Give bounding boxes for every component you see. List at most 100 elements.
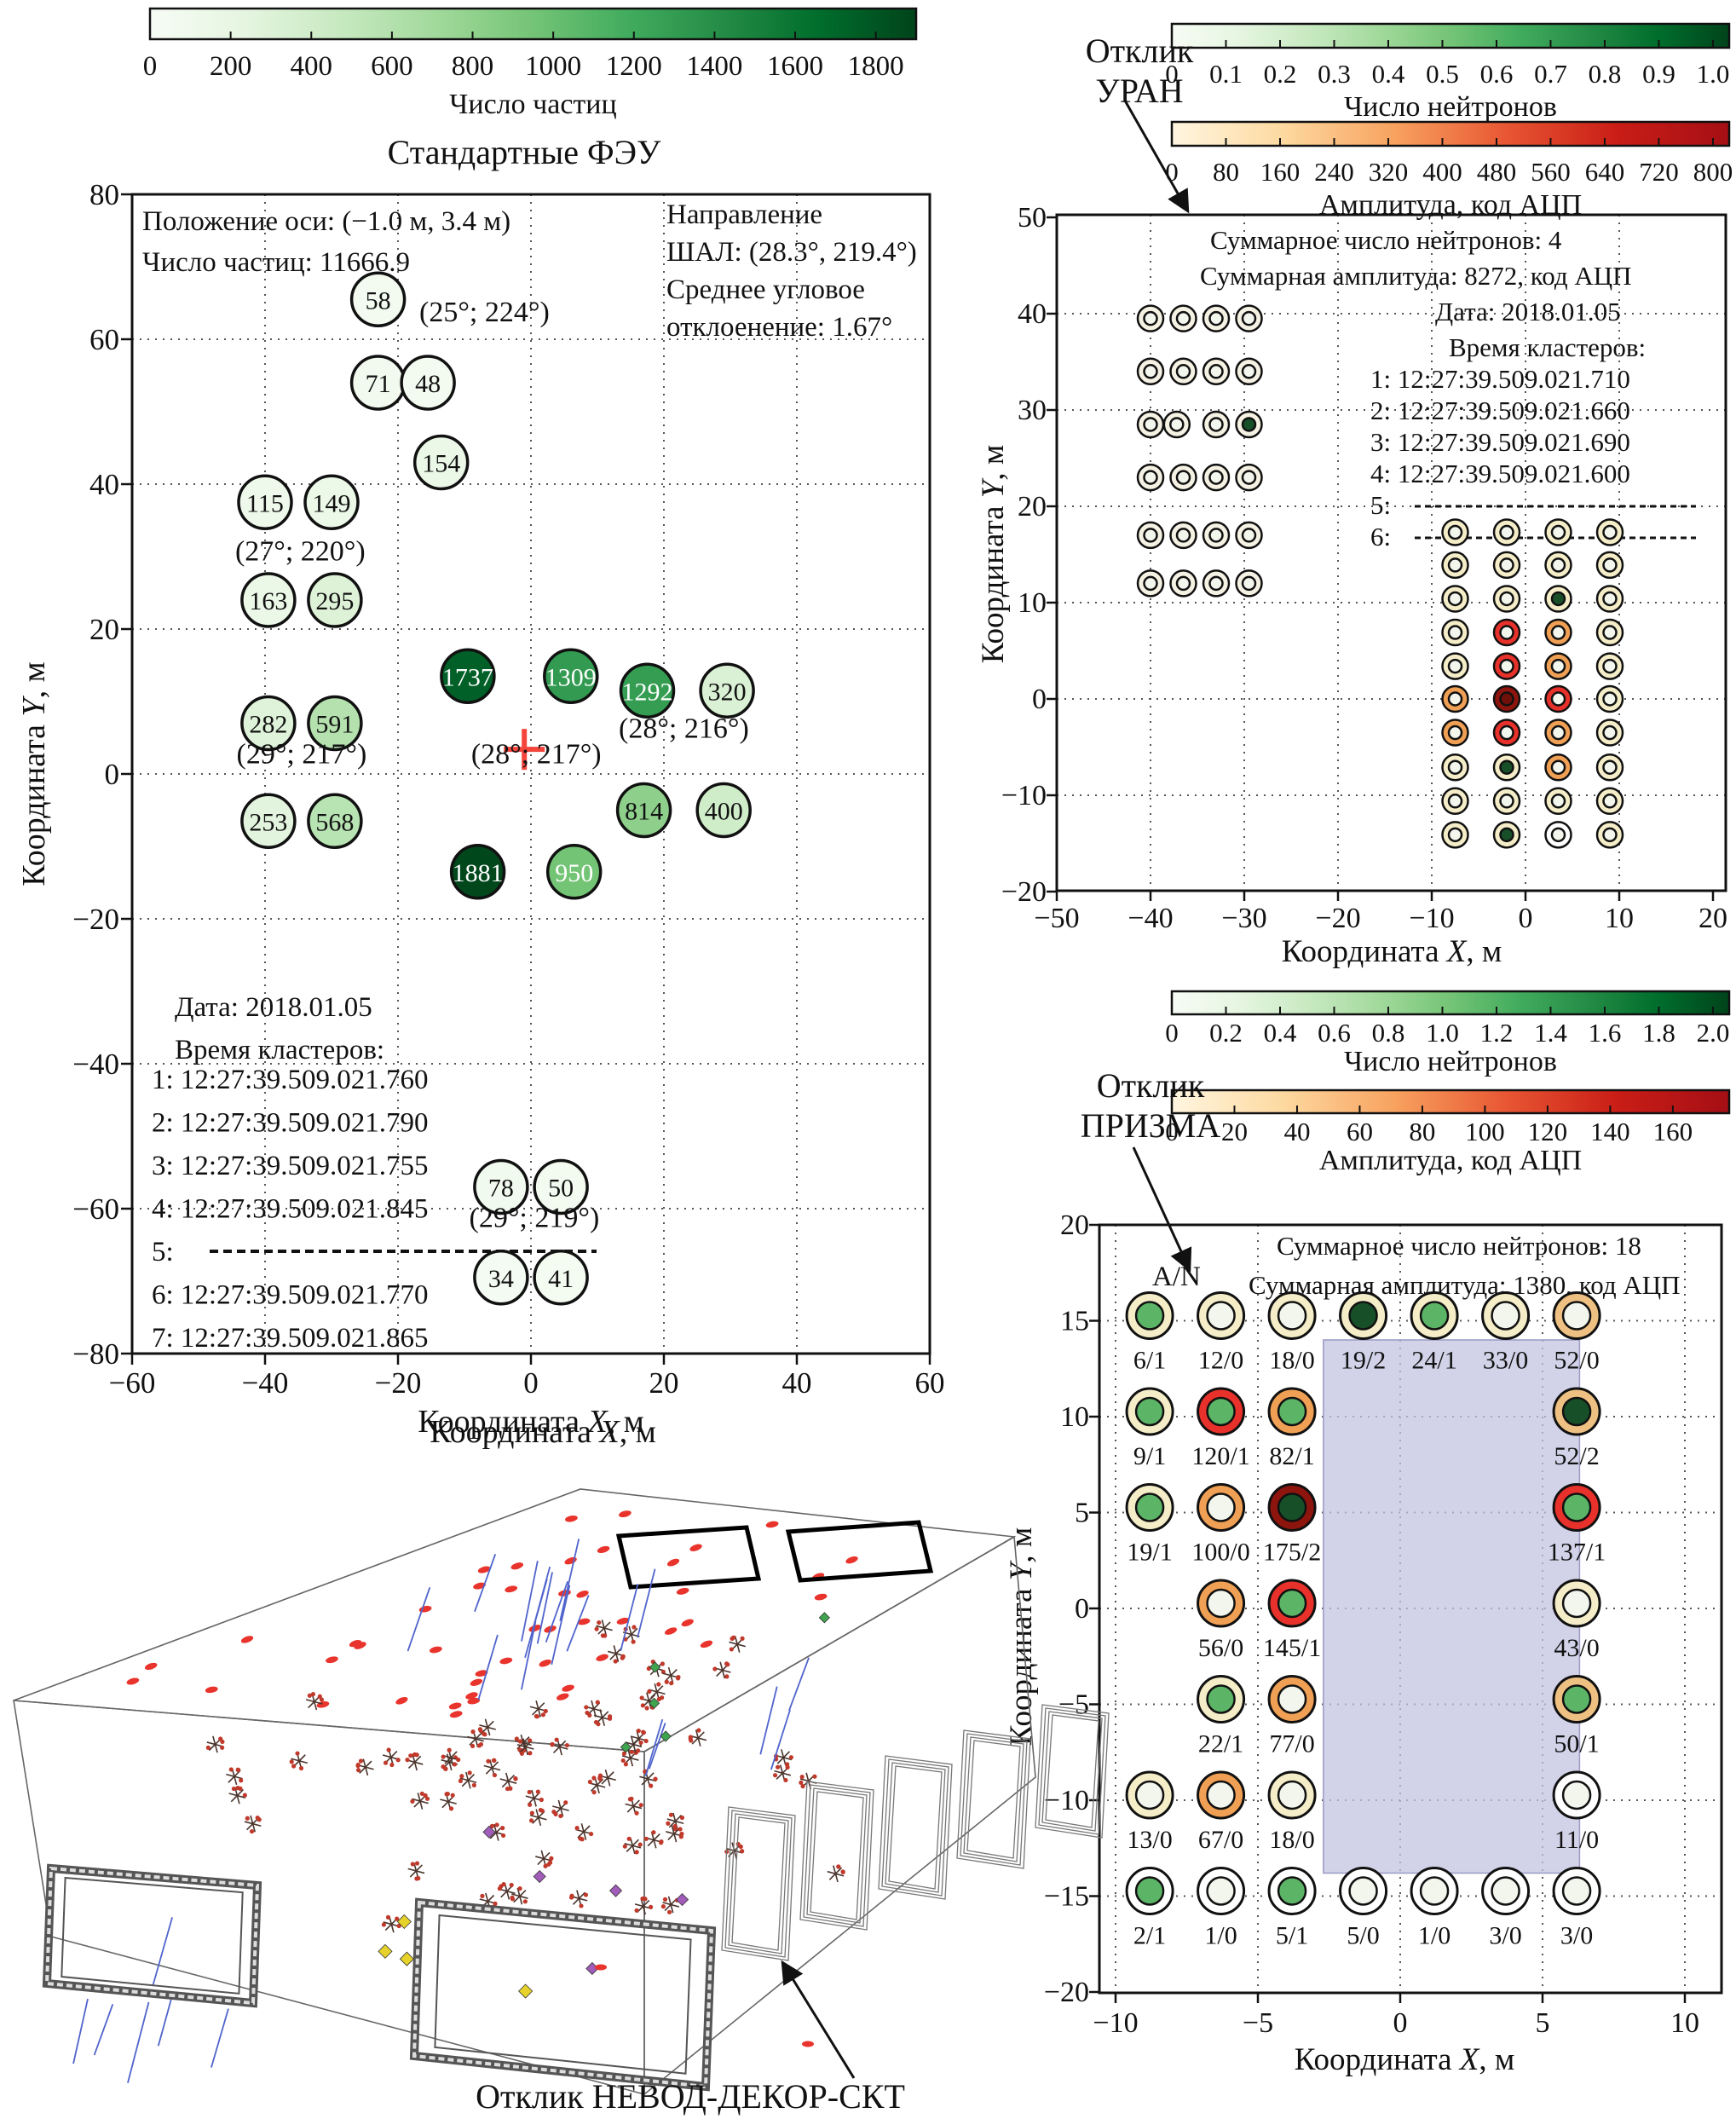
track-hit-arm bbox=[485, 1761, 499, 1775]
track-hit-dot bbox=[651, 1830, 656, 1835]
prizma-detector-label: 13/0 bbox=[1127, 1826, 1172, 1854]
track-hit-dot bbox=[317, 1694, 322, 1699]
surface-hit-marker bbox=[144, 1662, 158, 1671]
y-tick-label: 0 bbox=[1032, 684, 1047, 715]
pmt-detector-circle bbox=[307, 695, 363, 752]
x-tick-label: 60 bbox=[915, 1366, 945, 1400]
track-hit-dot bbox=[579, 1903, 584, 1908]
track-hit-arm bbox=[228, 1770, 241, 1783]
green-hit-marker bbox=[818, 1612, 830, 1624]
uran-date: Дата: 2018.01.05 bbox=[1435, 297, 1621, 326]
track-hit-dot bbox=[493, 1901, 498, 1906]
uran-detector-core bbox=[1175, 470, 1191, 485]
pmt-detector-circle bbox=[473, 1158, 529, 1215]
track-hit-arm bbox=[444, 1751, 458, 1764]
track-hit-dot bbox=[355, 1762, 360, 1768]
sct-plane bbox=[803, 1784, 871, 1927]
prizma-caption: Отклик ПРИЗМА bbox=[1061, 1065, 1240, 1146]
uran-detector-core bbox=[1602, 625, 1618, 640]
sct-plane bbox=[888, 1765, 943, 1890]
prizma-detector-label: 6/1 bbox=[1133, 1347, 1166, 1375]
pmt-detector-value: 400 bbox=[705, 798, 743, 826]
uran-detector-core bbox=[1208, 470, 1224, 485]
pmt-clusters-header: Время кластеров: bbox=[175, 1035, 384, 1065]
track-hit-dot bbox=[238, 1786, 243, 1791]
colorbar bbox=[1170, 1088, 1731, 1115]
track-hit-dot bbox=[519, 1751, 524, 1756]
track-hit-dot bbox=[788, 1755, 794, 1760]
yellow-hit-marker bbox=[518, 1983, 533, 1999]
track-hit-dot bbox=[596, 1722, 601, 1727]
track-hit-dot bbox=[513, 1776, 518, 1781]
track-hit-dot bbox=[620, 1654, 626, 1659]
y-tick-label: 40 bbox=[1018, 298, 1047, 330]
track-hit-dot bbox=[424, 1796, 430, 1801]
track-hit-dot bbox=[594, 1626, 599, 1631]
uran-detector-core bbox=[1499, 691, 1514, 707]
prizma-detector-core bbox=[1277, 1780, 1307, 1810]
yellow-hit-marker bbox=[378, 1943, 393, 1959]
track-hit-arm bbox=[461, 1774, 476, 1787]
uran-detector-core bbox=[1175, 528, 1191, 543]
track-hit-dot bbox=[643, 1836, 649, 1841]
track-hit-dot bbox=[632, 1625, 637, 1630]
track-hit-dot bbox=[527, 1789, 532, 1795]
pmt-detector-circle bbox=[473, 1250, 529, 1306]
track-hit-dot bbox=[528, 1818, 534, 1823]
colorbar-tick-label: 1600 bbox=[767, 51, 823, 82]
uran-detector-core bbox=[1602, 658, 1618, 674]
sct-plane bbox=[963, 1736, 1024, 1862]
colorbar bbox=[148, 7, 918, 41]
yellow-hit-marker bbox=[399, 1951, 414, 1966]
uran-detector-core bbox=[1447, 557, 1463, 573]
colorbar-tick-label: 140 bbox=[1590, 1117, 1630, 1146]
uran-cluster-time: 5: bbox=[1370, 490, 1391, 520]
track-hit-dot bbox=[386, 1747, 391, 1752]
pmt-detector-value: 41 bbox=[548, 1265, 574, 1293]
prizma-detector-core bbox=[1206, 1588, 1236, 1619]
prizma-detector-label: 11/0 bbox=[1554, 1826, 1599, 1854]
uran-detector-core bbox=[1550, 557, 1566, 573]
track-hit-dot bbox=[635, 1748, 641, 1753]
y-tick-label: 30 bbox=[1018, 395, 1047, 426]
prizma-detector-core bbox=[1134, 1493, 1165, 1522]
track-hit-dot bbox=[358, 1758, 364, 1764]
track-hit-dot bbox=[205, 1745, 211, 1750]
track-hit-arm bbox=[230, 1788, 244, 1803]
track-hit-arm bbox=[609, 1647, 623, 1660]
track-hit-dot bbox=[563, 1800, 568, 1805]
track-hit-dot bbox=[840, 1869, 845, 1874]
y-tick-label: 0 bbox=[105, 758, 120, 791]
track-hit-arm bbox=[597, 1621, 611, 1635]
surface-hit-marker bbox=[564, 1556, 577, 1565]
uran-detector-core bbox=[1447, 658, 1463, 674]
uran-detector-core bbox=[1447, 625, 1463, 640]
uran-cluster-time: 1: 12:27:39.509.021.710 bbox=[1370, 364, 1630, 394]
sct-plane bbox=[799, 1781, 874, 1931]
purple-hit-marker bbox=[482, 1825, 496, 1839]
prizma-detector-label: 1/0 bbox=[1204, 1922, 1237, 1950]
colorbar-tick-label: 1400 bbox=[686, 51, 742, 82]
colorbar-tick-label: 60 bbox=[1347, 1117, 1373, 1146]
track-hit-arm bbox=[513, 1889, 527, 1903]
surface-hit-marker bbox=[539, 1660, 551, 1667]
track-hit-arm bbox=[527, 1792, 541, 1805]
uran-caption-arrow bbox=[1123, 100, 1190, 214]
track-hit-dot bbox=[543, 1708, 548, 1714]
colorbar-tick-label: 600 bbox=[371, 51, 413, 82]
surface-hit-marker bbox=[681, 1619, 694, 1627]
track-hit-dot bbox=[664, 1679, 669, 1684]
track-hit-dot bbox=[447, 1747, 452, 1752]
track-hit-arm bbox=[601, 1771, 614, 1785]
prizma-detector-label: 9/1 bbox=[1133, 1442, 1166, 1470]
uran-detector-core bbox=[1550, 658, 1566, 674]
surface-hit-marker bbox=[597, 1545, 610, 1554]
prizma-detector-core bbox=[1134, 1301, 1165, 1331]
track-hit-dot bbox=[550, 1742, 555, 1747]
muon-track bbox=[759, 1686, 778, 1755]
track-hit-dot bbox=[731, 1635, 736, 1640]
uran-detector-core bbox=[1550, 827, 1566, 843]
surface-hit-marker bbox=[448, 1702, 462, 1710]
track-hit-dot bbox=[414, 1861, 420, 1866]
prizma-detector-label: 19/1 bbox=[1127, 1539, 1172, 1567]
